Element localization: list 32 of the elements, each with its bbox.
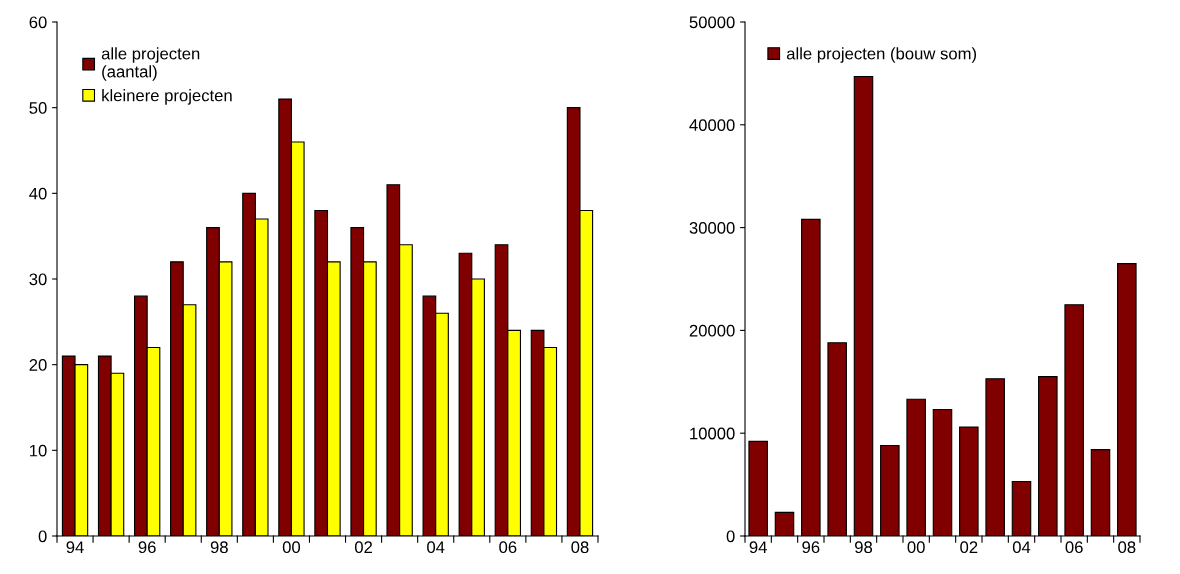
y-tick-label: 30000 <box>689 222 735 234</box>
y-tick-label: 60 <box>29 16 47 29</box>
x-tick-label: 06 <box>1065 541 1083 554</box>
x-tick-label: 98 <box>855 541 873 554</box>
x-tick-label: 96 <box>138 541 156 554</box>
y-tick-label: 10 <box>30 444 47 457</box>
x-tick-label: 94 <box>66 541 84 554</box>
x-tick-label: 06 <box>499 541 517 554</box>
legend-label: kleinere projecten <box>102 89 232 105</box>
y-tick-label: 50000 <box>689 16 735 29</box>
y-tick-label: 40 <box>29 187 47 200</box>
x-tick-label: 94 <box>749 541 767 554</box>
y-tick-label: 50 <box>29 102 47 114</box>
y-tick-label: 20 <box>29 359 47 371</box>
legend-label: alle projecten (bouw som) <box>786 47 977 63</box>
x-tick-label: 98 <box>210 541 228 554</box>
x-tick-label: 00 <box>907 541 925 554</box>
x-tick-label: 96 <box>802 541 820 554</box>
y-tick-label: 40000 <box>689 119 735 131</box>
y-tick-label: 30 <box>29 273 47 286</box>
x-tick-label: 00 <box>282 541 301 554</box>
x-tick-label: 02 <box>960 541 978 554</box>
y-tick-label: 10000 <box>690 427 735 440</box>
x-tick-label: 04 <box>1012 541 1031 554</box>
y-tick-label: 0 <box>726 530 735 543</box>
legend-label: alle projecten (aantal) <box>101 47 200 81</box>
y-tick-label: 0 <box>38 530 47 543</box>
y-tick-label: 20000 <box>689 324 735 337</box>
x-tick-label: 08 <box>1118 541 1136 554</box>
x-tick-label: 08 <box>571 541 589 554</box>
x-tick-label: 02 <box>354 541 372 554</box>
x-tick-label: 04 <box>427 541 445 554</box>
